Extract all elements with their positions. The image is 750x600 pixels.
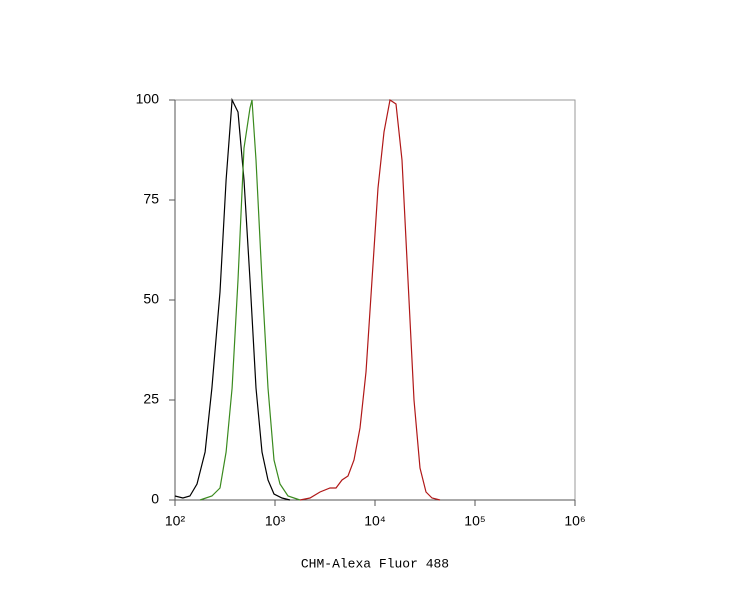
histogram-line xyxy=(299,98,441,501)
y-tick-label: 0 xyxy=(151,491,159,507)
x-tick-label: 10⁴ xyxy=(364,513,386,529)
y-tick-label: 25 xyxy=(143,391,159,407)
histogram-line xyxy=(174,97,291,501)
histogram-line xyxy=(199,99,301,501)
x-tick-label: 10⁵ xyxy=(464,513,485,529)
y-tick-label: 75 xyxy=(143,191,159,207)
x-tick-label: 10² xyxy=(165,513,186,529)
y-tick-label: 50 xyxy=(143,291,159,307)
x-axis-label: CHM-Alexa Fluor 488 xyxy=(301,556,449,571)
x-tick-label: 10³ xyxy=(265,513,286,529)
x-tick-label: 10⁶ xyxy=(564,513,585,529)
plot-frame xyxy=(174,99,576,501)
y-tick-label: 100 xyxy=(136,91,160,107)
